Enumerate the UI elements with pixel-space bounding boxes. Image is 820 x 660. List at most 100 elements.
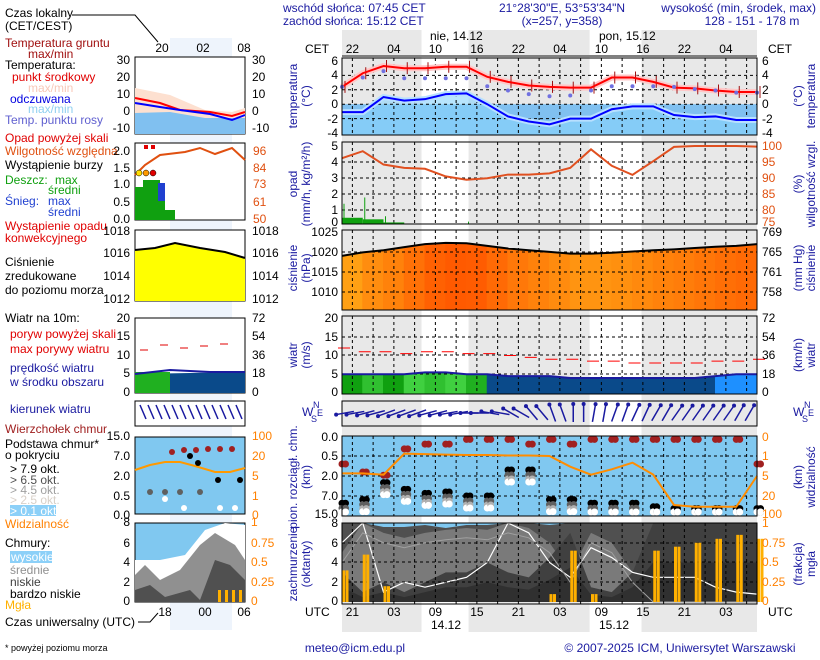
compass-left-icon: N W S E bbox=[302, 400, 323, 424]
fog-right-unit: (frakcja) bbox=[791, 542, 805, 585]
time-tick-utc: 21 bbox=[346, 605, 360, 619]
fog-bar bbox=[736, 534, 740, 602]
svg-text:0.0: 0.0 bbox=[113, 212, 130, 226]
temp-tick: 0 bbox=[331, 97, 338, 111]
fog-right-title: mgła bbox=[804, 551, 818, 577]
svg-text:100: 100 bbox=[252, 429, 272, 443]
kmh-tick: 0 bbox=[762, 385, 769, 399]
cloud-tick: 2.0 bbox=[321, 469, 338, 483]
wind-direction-arrow bbox=[631, 404, 640, 422]
contact-email-link[interactable]: meteo@icm.edu.pl bbox=[305, 641, 405, 655]
temp-tick: 6 bbox=[331, 54, 338, 68]
svg-text:1018: 1018 bbox=[103, 224, 130, 238]
svg-text:W: W bbox=[793, 405, 805, 419]
precip-tick: 0 bbox=[331, 215, 338, 229]
legend-clouds: Chmury: bbox=[5, 536, 50, 550]
fog-bar bbox=[719, 538, 722, 602]
fog-bar bbox=[757, 538, 760, 602]
rain-avg-bar bbox=[342, 217, 363, 224]
wind-arrow-head bbox=[489, 409, 494, 414]
svg-text:0: 0 bbox=[123, 385, 130, 399]
legend-snow-max: max bbox=[48, 194, 71, 208]
legend-bottom-tick: 06 bbox=[237, 605, 251, 619]
wind-arrow-head bbox=[407, 414, 412, 419]
wind-grid bbox=[342, 316, 757, 394]
dew-point-dot bbox=[630, 84, 635, 89]
precip-tick: 5 bbox=[331, 139, 338, 153]
wind-direction-arrow bbox=[388, 409, 406, 417]
legend-cloud-base-2: o pokryciu bbox=[5, 448, 60, 462]
dew-point-dot bbox=[526, 92, 531, 97]
temp-tick-right: 4 bbox=[762, 68, 769, 82]
cloud-base-dot bbox=[653, 503, 661, 511]
wind-direction-arrow bbox=[651, 404, 662, 422]
wind-direction-arrow bbox=[439, 410, 458, 416]
fog-bar bbox=[342, 570, 345, 602]
pressure-tick: 1010 bbox=[311, 285, 338, 299]
cloud-base-dot bbox=[528, 478, 536, 486]
wind-arrow-head bbox=[669, 403, 674, 408]
cover-plot-frame bbox=[341, 522, 758, 605]
press-plot-frame bbox=[341, 229, 758, 311]
time-ticks: 22 04 10 16 22 04 10 16 22 04 21 03 09 15 21 03 09 15 21 03 bbox=[342, 42, 757, 619]
svg-text:0.25: 0.25 bbox=[251, 575, 275, 589]
time-tick-utc: 03 bbox=[387, 605, 401, 619]
cloud-base-dot bbox=[466, 492, 474, 500]
wind-arrow-head bbox=[557, 402, 562, 407]
time-tick-cet: 16 bbox=[636, 42, 650, 56]
dew-point-dot bbox=[443, 76, 448, 81]
legend-bottom-tick: 18 bbox=[158, 605, 172, 619]
svg-text:-10: -10 bbox=[252, 121, 270, 135]
wind-axis-title: wiatr bbox=[286, 342, 300, 368]
svg-text:20: 20 bbox=[117, 70, 131, 84]
svg-text:96: 96 bbox=[253, 144, 267, 158]
svg-text:0: 0 bbox=[252, 104, 259, 118]
tz-bottom: UTC bbox=[305, 605, 330, 619]
wind-direction-arrow bbox=[744, 404, 755, 422]
wind-direction-arrow bbox=[346, 410, 365, 416]
cloud-base-dot bbox=[632, 508, 640, 516]
pressure-tick: 1015 bbox=[311, 265, 338, 279]
fog-bar bbox=[653, 550, 657, 602]
visibility-tick: 5 bbox=[762, 469, 769, 483]
temp-right-unit: (°C) bbox=[791, 85, 805, 106]
legend-very-low-clouds: bardzo niskie bbox=[10, 587, 81, 601]
svg-text:S: S bbox=[311, 414, 317, 424]
wind-arrow-head bbox=[448, 412, 453, 417]
fog-bar bbox=[573, 550, 577, 602]
cloud-base-dot bbox=[611, 499, 619, 507]
mid-cloud-line bbox=[341, 532, 757, 603]
legend-wind-ticks: 20 15 10 5 0 72 54 36 18 0 bbox=[117, 311, 266, 399]
cloud-top-dot bbox=[632, 435, 640, 443]
legend-okt-25: > 2.5 okt. bbox=[10, 493, 60, 507]
precip-axis-title: opad bbox=[286, 171, 300, 198]
time-tick-utc: 21 bbox=[678, 605, 692, 619]
legend-convective: Wystąpienie opadu bbox=[5, 219, 107, 233]
wind-direction-arrow bbox=[525, 405, 539, 421]
svg-text:6: 6 bbox=[123, 536, 130, 550]
svg-text:84: 84 bbox=[253, 161, 267, 175]
cloud-top-dot bbox=[487, 435, 495, 443]
legend-pressure-1: Ciśnienie bbox=[5, 255, 55, 269]
fog-bar bbox=[553, 594, 556, 602]
temp-axis-title: temperatura bbox=[286, 63, 300, 128]
cloud-base-dot bbox=[591, 508, 598, 516]
cloud-axis-unit: (km) bbox=[299, 465, 313, 489]
svg-text:54: 54 bbox=[252, 329, 266, 343]
cloud-top-dot bbox=[591, 435, 598, 443]
time-tick-cet: 10 bbox=[595, 42, 609, 56]
time-tick-cet: 22 bbox=[678, 42, 692, 56]
temp-tick-right: 6 bbox=[762, 54, 769, 68]
precip-tick: 3 bbox=[331, 171, 338, 185]
svg-text:15.0: 15.0 bbox=[107, 429, 131, 443]
wind-arrow-head bbox=[690, 403, 695, 408]
temp-tick: 2 bbox=[331, 83, 338, 97]
visibility-tick: 20 bbox=[762, 489, 776, 503]
cloud-top-dot bbox=[570, 440, 578, 448]
legend-snow: Śnieg: bbox=[5, 193, 39, 208]
mmhg-tick: 758 bbox=[762, 285, 782, 299]
precip-tick: 4 bbox=[331, 155, 338, 169]
wind-direction-arrow bbox=[691, 405, 704, 421]
dew-point-dot bbox=[692, 87, 697, 92]
legend-temp-ticks: 30 20 10 0 -10 30 20 10 0 -10 bbox=[113, 53, 270, 135]
